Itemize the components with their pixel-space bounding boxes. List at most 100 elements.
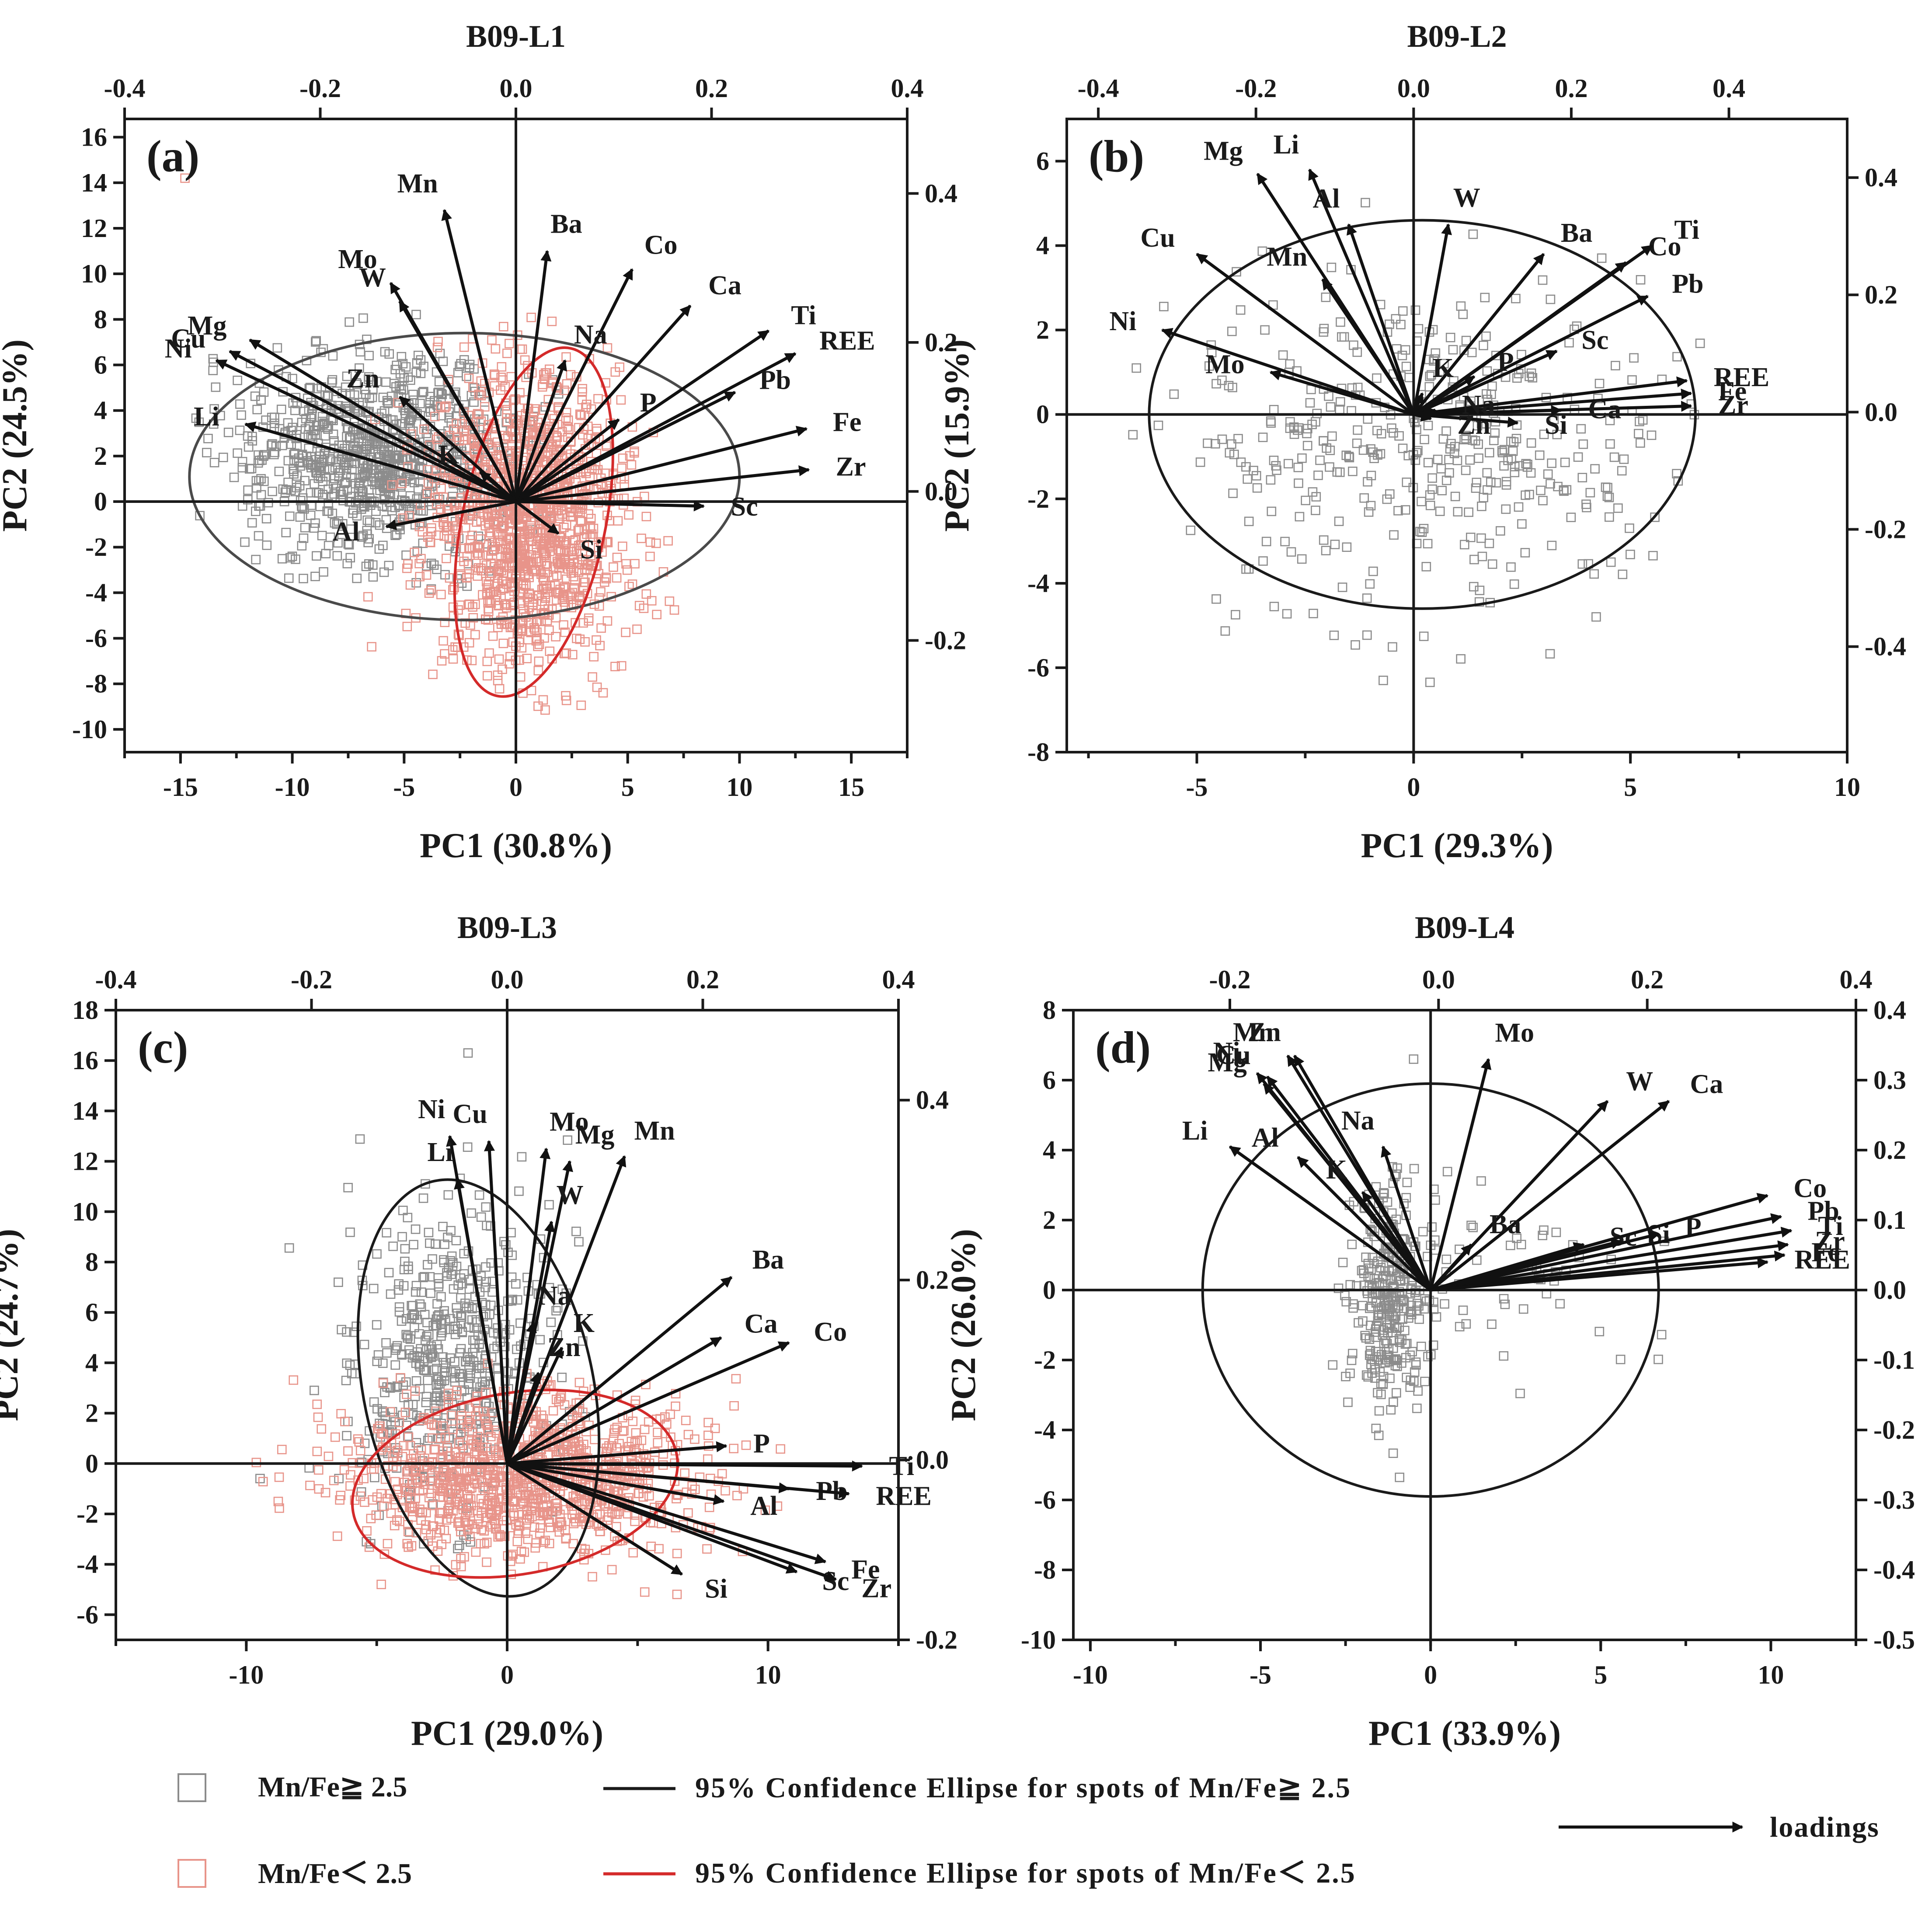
data-point-red: [451, 534, 461, 544]
data-point-gray: [1326, 402, 1336, 412]
data-point-gray: [289, 469, 299, 479]
data-point-red: [538, 573, 548, 583]
data-point-red: [541, 503, 551, 513]
data-point-gray: [425, 1238, 435, 1248]
data-point-red: [421, 1524, 431, 1534]
data-point-red: [445, 1471, 455, 1481]
data-point-gray: [305, 383, 315, 393]
data-point-red: [371, 1510, 381, 1520]
loading-label-fe: Fe: [1811, 1238, 1840, 1267]
data-point-gray: [367, 392, 377, 402]
data-point-gray: [350, 438, 360, 448]
loading-label-p: P: [753, 1429, 770, 1459]
data-point-red: [655, 1414, 665, 1424]
data-point-red: [442, 526, 452, 535]
data-point-gray: [431, 1400, 441, 1410]
data-point-red: [552, 1499, 562, 1509]
data-point-red: [450, 642, 460, 652]
loading-label-ca: Ca: [745, 1309, 778, 1339]
data-point-red: [313, 1412, 323, 1422]
data-point-red: [551, 1447, 561, 1457]
data-point-gray: [1538, 275, 1548, 285]
loading-label-w: W: [359, 263, 386, 293]
data-point-red: [474, 389, 484, 399]
data-point-red: [602, 1515, 612, 1525]
data-point-gray: [277, 440, 287, 450]
data-point-red: [563, 1440, 573, 1449]
data-point-gray: [1409, 1164, 1419, 1174]
data-point-red: [386, 1508, 396, 1518]
data-point-red: [486, 587, 496, 597]
data-point-gray: [1406, 1375, 1416, 1385]
data-point-gray: [1547, 458, 1556, 468]
data-point-gray: [1538, 1231, 1547, 1240]
data-point-red: [363, 592, 373, 602]
data-point-gray: [474, 1364, 484, 1373]
data-point-red: [482, 671, 492, 681]
data-point-gray: [1333, 1283, 1344, 1293]
y-tick-label: -4: [85, 578, 107, 607]
top-tick-label: -0.4: [104, 74, 146, 103]
loading-arrow-mg: [249, 338, 517, 503]
loading-arrow-li: [1308, 168, 1415, 415]
data-point-red: [561, 1534, 571, 1544]
data-point-red: [459, 407, 469, 417]
y-tick-label: 6: [1036, 147, 1049, 176]
data-point-gray: [320, 449, 330, 459]
data-point-gray: [306, 510, 316, 520]
loading-arrow-ti: [507, 1460, 863, 1472]
y-tick-label: 2: [85, 1399, 98, 1428]
data-point-gray: [233, 375, 242, 385]
data-point-gray: [336, 454, 346, 464]
data-point-red: [522, 654, 532, 663]
data-point-red: [473, 541, 482, 551]
data-point-red: [440, 403, 450, 413]
data-point-gray: [1311, 492, 1321, 502]
data-point-gray: [1605, 415, 1615, 425]
data-point-gray: [1419, 631, 1429, 641]
data-point-gray: [422, 561, 432, 571]
data-point-gray: [1249, 466, 1258, 475]
data-point-red: [428, 1521, 439, 1531]
data-point-gray: [323, 391, 333, 401]
data-point-red: [427, 1500, 437, 1510]
data-point-red: [559, 620, 568, 630]
data-point-red: [710, 1423, 720, 1433]
data-point-red: [544, 1517, 554, 1527]
data-point-red: [644, 1491, 654, 1501]
data-point-red: [645, 551, 655, 561]
data-point-gray: [574, 1237, 584, 1247]
data-point-gray: [362, 445, 372, 455]
data-point-red: [652, 610, 661, 620]
loading-arrow-pb: [1413, 295, 1649, 416]
loading-label-cu: Cu: [1140, 223, 1175, 253]
data-point-red: [501, 603, 512, 613]
loading-arrow-li: [454, 1178, 509, 1464]
top-tick-label: 0.0: [1397, 74, 1430, 103]
data-point-gray: [1404, 1313, 1413, 1323]
data-point-red: [548, 1406, 558, 1416]
data-point-red: [566, 547, 576, 557]
data-point-gray: [421, 1391, 432, 1402]
data-point-gray: [466, 1208, 476, 1218]
data-point-red: [760, 1505, 770, 1515]
data-point-red: [258, 1477, 268, 1486]
data-point-gray: [1373, 450, 1382, 460]
data-point-gray: [453, 1544, 463, 1553]
data-point-gray: [262, 541, 272, 550]
data-point-gray: [421, 490, 431, 499]
data-point-gray: [1428, 1340, 1438, 1350]
data-point-gray: [218, 453, 228, 462]
data-point-gray: [413, 350, 423, 360]
data-point-gray: [400, 414, 410, 423]
data-point-gray: [261, 514, 272, 523]
data-point-red: [470, 600, 480, 609]
loading-arrow-mo: [1269, 370, 1414, 416]
data-point-gray: [403, 1213, 413, 1223]
y-tick-label: -6: [85, 624, 107, 653]
data-point-red: [486, 1508, 496, 1518]
panel-title: B09-L2: [1407, 19, 1507, 54]
data-point-red: [500, 1387, 510, 1396]
data-point-gray: [1315, 455, 1325, 465]
loading-label-ni: Ni: [165, 334, 192, 364]
